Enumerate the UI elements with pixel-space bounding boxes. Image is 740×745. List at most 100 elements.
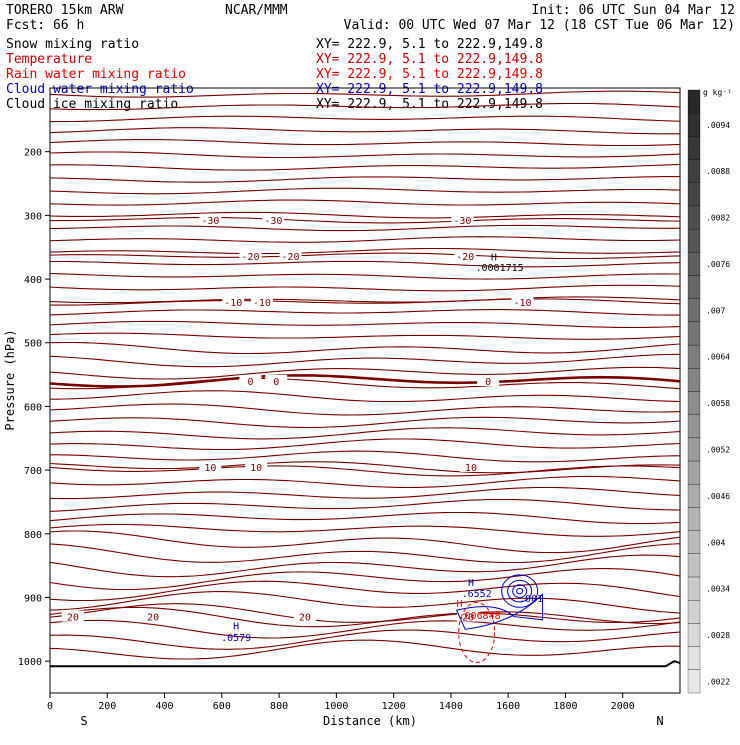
isotherm-line — [49, 629, 681, 650]
field-xy: XY= 222.9, 5.1 to 222.9,149.8 — [316, 67, 543, 82]
init-time: Init: 06 UTC Sun 04 Mar 12 — [532, 3, 736, 18]
isotherm-line — [50, 390, 681, 403]
colorbar-swatch — [687, 368, 701, 392]
field-xy: XY= 222.9, 5.1 to 222.9,149.8 — [316, 52, 543, 67]
isotherm-line — [49, 416, 681, 429]
colorbar-swatch — [687, 553, 701, 578]
cloud-layer — [50, 574, 681, 668]
isotherm-line — [49, 606, 681, 628]
colorbar-swatch — [687, 136, 701, 160]
isotherm-label-bg — [239, 250, 262, 262]
y-tick-label: 800 — [24, 530, 42, 541]
field-list: Snow mixing ratio XY= 222.9, 5.1 to 222.9… — [6, 37, 543, 112]
x-axis-label: Distance (km) — [323, 714, 417, 728]
org-title: NCAR/MMM — [225, 3, 288, 18]
field-label: Cloud ice mixing ratio — [6, 97, 178, 112]
y-axis-label: Pressure (hPa) — [3, 329, 17, 430]
colorbar-label: .007 — [706, 306, 725, 315]
isotherm-line — [49, 272, 680, 280]
isotherm-line — [49, 296, 681, 304]
isotherm-line — [49, 568, 681, 591]
isotherm-label: 0 — [485, 377, 491, 388]
field-xy: XY= 222.9, 5.1 to 222.9,149.8 — [316, 97, 543, 112]
isotherm-line — [50, 115, 681, 123]
colorbar-label: .0094 — [706, 121, 730, 130]
colorbar-swatch — [687, 600, 701, 624]
cloud-water-contour — [455, 593, 544, 630]
isotherm-line — [49, 224, 681, 232]
x-tick-label: 600 — [213, 701, 231, 712]
isotherm-line — [49, 580, 681, 602]
model-title: TORERO 15km ARW — [6, 3, 124, 18]
x-end-label-right: N — [656, 714, 663, 728]
colorbar-swatch — [687, 321, 701, 346]
colorbar-swatch — [687, 646, 701, 670]
x-tick-label: 2000 — [611, 701, 635, 712]
isotherm-line — [49, 90, 681, 98]
isotherm-line — [49, 176, 680, 183]
x-tick-label: 1200 — [382, 701, 406, 712]
annotation-label: .0001715 — [476, 263, 524, 274]
x-tick-label: 0 — [47, 701, 53, 712]
y-tick-label: 400 — [24, 275, 42, 286]
isotherm-label-bg — [293, 610, 316, 622]
annotation-label: H — [491, 253, 497, 264]
colorbar-swatch — [687, 391, 701, 415]
isotherm-label: -10 — [253, 298, 271, 309]
colorbar-swatch — [687, 460, 701, 485]
annotation-label: H — [456, 599, 462, 610]
colorbar-swatch — [687, 89, 701, 114]
isotherm-label: 20 — [462, 613, 474, 624]
isotherm-label-bg — [262, 213, 285, 225]
isotherm-label-bg — [239, 374, 262, 386]
annotation-label: .006848 — [458, 611, 500, 622]
isotherm-line — [49, 309, 680, 316]
rain-water-contour — [458, 602, 496, 663]
isotherm-line — [49, 236, 681, 243]
cloud-water-contour — [512, 584, 528, 598]
cloud-water-contour — [501, 574, 539, 608]
x-tick-label: 800 — [270, 701, 288, 712]
isotherm-line — [49, 511, 681, 525]
isotherm-line — [49, 403, 681, 416]
colorbar-label: .0064 — [706, 353, 730, 362]
colorbar-label: .0082 — [706, 214, 730, 223]
y-tick-label: 700 — [24, 466, 42, 477]
isotherm-label: 0 — [273, 377, 279, 388]
colorbar-swatch — [687, 182, 701, 207]
isotherm-line — [49, 461, 681, 474]
x-tick-label: 1400 — [439, 701, 463, 712]
isotherm-line — [49, 320, 681, 329]
isotherm-label-bg — [454, 250, 477, 262]
isotherm-label: -30 — [201, 216, 219, 227]
isotherm-line — [49, 554, 681, 578]
isotherm-label: -30 — [264, 216, 282, 227]
isotherm-line — [49, 187, 681, 195]
isotherm-line — [49, 127, 680, 135]
isotherm-line — [49, 427, 681, 440]
colorbar-label: .0022 — [706, 677, 730, 686]
colorbar-label: .0076 — [706, 260, 730, 269]
isotherm-line — [50, 298, 681, 306]
colorbar-unit: g kg⁻¹ — [703, 88, 732, 97]
x-tick-label: 1800 — [553, 701, 577, 712]
colorbar-swatch — [687, 530, 701, 554]
plot-frame — [49, 87, 681, 694]
isotherm-label: 10 — [465, 463, 477, 474]
terrain-line — [50, 660, 681, 668]
isotherm-label-bg — [61, 610, 84, 622]
x-end-label-left: S — [80, 714, 87, 728]
annotation-label: .0579 — [221, 633, 251, 644]
isotherm-line — [49, 543, 681, 564]
field-label: Cloud water mixing ratio — [6, 82, 194, 97]
colorbar-swatch — [687, 275, 701, 299]
x-tick-label: 1000 — [324, 701, 348, 712]
isotherm-line — [49, 353, 681, 368]
isotherm-line — [49, 139, 681, 147]
isotherm-line — [49, 498, 681, 512]
isotherm-label: -30 — [453, 216, 471, 227]
isotherm-label-bg — [142, 610, 165, 622]
isotherm-line — [49, 639, 680, 660]
colorbar-swatch — [687, 507, 701, 531]
colorbar-swatch — [687, 437, 701, 462]
